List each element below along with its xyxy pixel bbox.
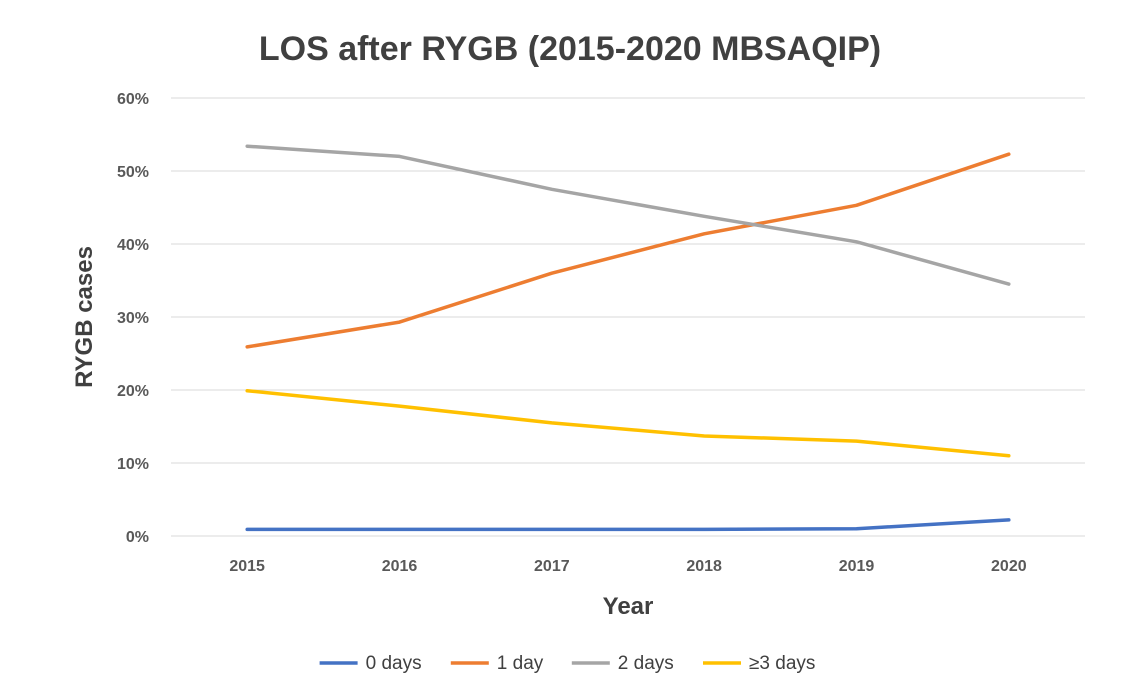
series-line-3 <box>245 388 1011 458</box>
gridlines <box>171 97 1085 537</box>
x-tick-label: 2020 <box>991 558 1027 575</box>
x-tick-label: 2017 <box>534 558 570 575</box>
legend-label: 1 day <box>497 653 544 674</box>
x-tick-label: 2015 <box>229 558 265 575</box>
legend-item: 2 days <box>571 653 674 674</box>
y-tick-label: 30% <box>117 310 149 327</box>
legend-label: 2 days <box>618 653 674 674</box>
series-line-2 <box>245 144 1011 286</box>
series-line-0 <box>245 518 1011 532</box>
x-axis-ticks: 2015 2016 2017 2018 2019 2020 <box>229 558 1026 575</box>
y-tick-label: 60% <box>117 91 149 108</box>
y-tick-label: 10% <box>117 456 149 473</box>
y-tick-label: 20% <box>117 383 149 400</box>
legend-label: 0 days <box>366 653 422 674</box>
x-axis-title: Year <box>603 593 654 620</box>
x-tick-label: 2019 <box>839 558 875 575</box>
legend-item: 1 day <box>450 653 544 674</box>
x-tick-label: 2018 <box>686 558 722 575</box>
series-line-1 <box>245 152 1011 349</box>
y-axis-title: RYGB cases <box>71 246 98 388</box>
y-axis-ticks: 0% 10% 20% 30% 40% 50% 60% <box>117 91 149 546</box>
legend-item: 0 days <box>319 653 422 674</box>
legend-label: ≥3 days <box>749 653 815 674</box>
y-tick-label: 40% <box>117 237 149 254</box>
series-lines <box>245 144 1011 532</box>
chart-title: LOS after RYGB (2015-2020 MBSAQIP) <box>259 30 881 68</box>
y-tick-label: 0% <box>126 529 149 546</box>
x-tick-label: 2016 <box>382 558 418 575</box>
y-tick-label: 50% <box>117 164 149 181</box>
legend-item: ≥3 days <box>703 653 815 674</box>
legend: 0 days 1 day 2 days ≥3 days <box>319 653 815 674</box>
